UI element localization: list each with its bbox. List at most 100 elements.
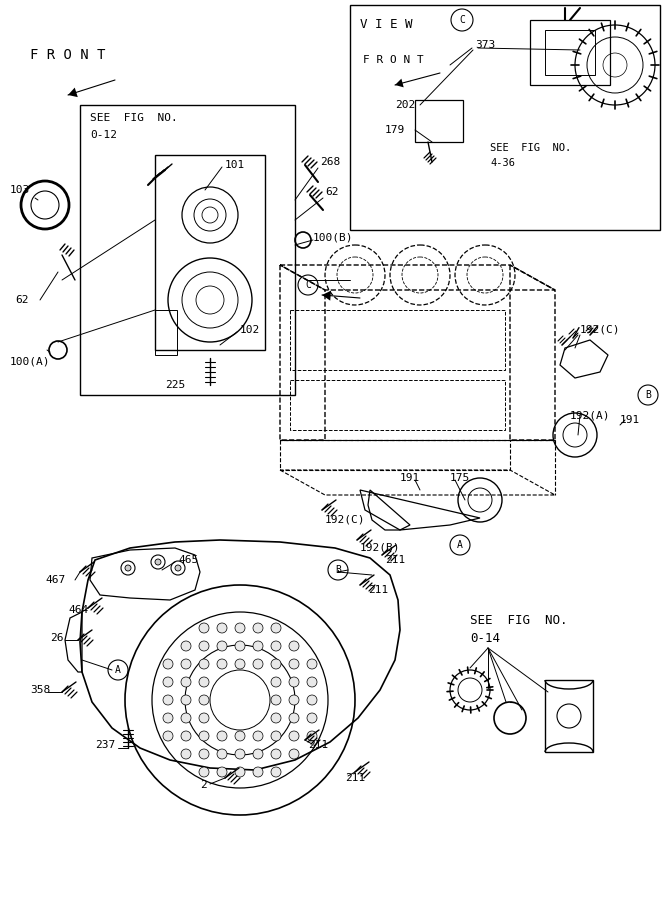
Circle shape <box>199 677 209 687</box>
Text: 26: 26 <box>50 633 63 643</box>
Circle shape <box>271 659 281 669</box>
Text: 225: 225 <box>165 380 185 390</box>
Text: 101: 101 <box>225 160 245 170</box>
Text: 100(A): 100(A) <box>10 357 51 367</box>
Text: 102: 102 <box>240 325 260 335</box>
Circle shape <box>163 659 173 669</box>
Circle shape <box>235 749 245 759</box>
Text: 192(A): 192(A) <box>570 410 610 420</box>
Polygon shape <box>395 78 404 87</box>
Circle shape <box>181 677 191 687</box>
Text: 373: 373 <box>475 40 496 50</box>
Bar <box>80 105 295 395</box>
Text: 191: 191 <box>620 415 640 425</box>
Circle shape <box>235 623 245 633</box>
Circle shape <box>199 749 209 759</box>
Bar <box>530 20 610 85</box>
Circle shape <box>175 565 181 571</box>
Text: 103: 103 <box>10 185 30 195</box>
Circle shape <box>253 731 263 741</box>
Bar <box>350 5 660 230</box>
Circle shape <box>181 731 191 741</box>
Circle shape <box>271 713 281 723</box>
Bar <box>155 155 265 350</box>
Bar <box>545 680 593 752</box>
Text: A: A <box>457 540 463 550</box>
Text: A: A <box>115 665 121 675</box>
Circle shape <box>217 641 227 651</box>
Text: F R O N T: F R O N T <box>363 55 424 65</box>
Text: SEE  FIG  NO.: SEE FIG NO. <box>90 113 177 123</box>
Circle shape <box>235 641 245 651</box>
Circle shape <box>181 749 191 759</box>
Text: C: C <box>305 280 311 290</box>
Circle shape <box>289 695 299 705</box>
Circle shape <box>217 749 227 759</box>
Circle shape <box>289 677 299 687</box>
Circle shape <box>253 749 263 759</box>
Circle shape <box>199 731 209 741</box>
Text: 202: 202 <box>395 100 416 110</box>
Circle shape <box>155 559 161 565</box>
Text: 0-12: 0-12 <box>90 130 117 140</box>
Circle shape <box>235 659 245 669</box>
Circle shape <box>271 623 281 633</box>
Circle shape <box>271 677 281 687</box>
Text: 211: 211 <box>345 773 366 783</box>
Text: 175: 175 <box>450 473 470 483</box>
Circle shape <box>307 695 317 705</box>
Circle shape <box>289 641 299 651</box>
Circle shape <box>217 767 227 777</box>
Circle shape <box>271 641 281 651</box>
Circle shape <box>163 731 173 741</box>
Circle shape <box>181 659 191 669</box>
Text: 4-36: 4-36 <box>490 158 515 168</box>
Circle shape <box>271 749 281 759</box>
Circle shape <box>271 731 281 741</box>
Circle shape <box>289 749 299 759</box>
Circle shape <box>235 731 245 741</box>
Circle shape <box>289 731 299 741</box>
Circle shape <box>271 767 281 777</box>
Text: 211: 211 <box>385 555 406 565</box>
Circle shape <box>307 677 317 687</box>
Circle shape <box>181 713 191 723</box>
Text: 0-14: 0-14 <box>470 632 500 644</box>
Text: 62: 62 <box>325 187 338 197</box>
Text: 465: 465 <box>178 555 198 565</box>
Text: 358: 358 <box>30 685 50 695</box>
Text: 268: 268 <box>320 157 340 167</box>
Circle shape <box>253 767 263 777</box>
Circle shape <box>253 623 263 633</box>
Text: 237: 237 <box>95 740 115 750</box>
Circle shape <box>163 695 173 705</box>
Text: 2: 2 <box>200 780 207 790</box>
Text: 467: 467 <box>45 575 65 585</box>
Circle shape <box>235 767 245 777</box>
Text: C: C <box>459 15 465 25</box>
Circle shape <box>199 767 209 777</box>
Circle shape <box>253 659 263 669</box>
Text: B: B <box>335 565 341 575</box>
Text: 100(B): 100(B) <box>313 233 354 243</box>
Circle shape <box>199 623 209 633</box>
Text: 192(C): 192(C) <box>580 325 620 335</box>
Text: 191: 191 <box>400 473 420 483</box>
Polygon shape <box>68 87 78 97</box>
Circle shape <box>217 731 227 741</box>
Text: F R O N T: F R O N T <box>30 48 105 62</box>
Circle shape <box>199 713 209 723</box>
Circle shape <box>199 641 209 651</box>
Bar <box>545 30 595 75</box>
Text: 464: 464 <box>68 605 88 615</box>
Text: 211: 211 <box>368 585 388 595</box>
Bar <box>415 100 463 142</box>
Circle shape <box>125 565 131 571</box>
Text: 192(C): 192(C) <box>325 515 366 525</box>
Text: SEE  FIG  NO.: SEE FIG NO. <box>470 614 568 626</box>
Circle shape <box>199 659 209 669</box>
Text: SEE  FIG  NO.: SEE FIG NO. <box>490 143 571 153</box>
Circle shape <box>163 677 173 687</box>
Bar <box>155 310 177 355</box>
Text: 62: 62 <box>15 295 29 305</box>
